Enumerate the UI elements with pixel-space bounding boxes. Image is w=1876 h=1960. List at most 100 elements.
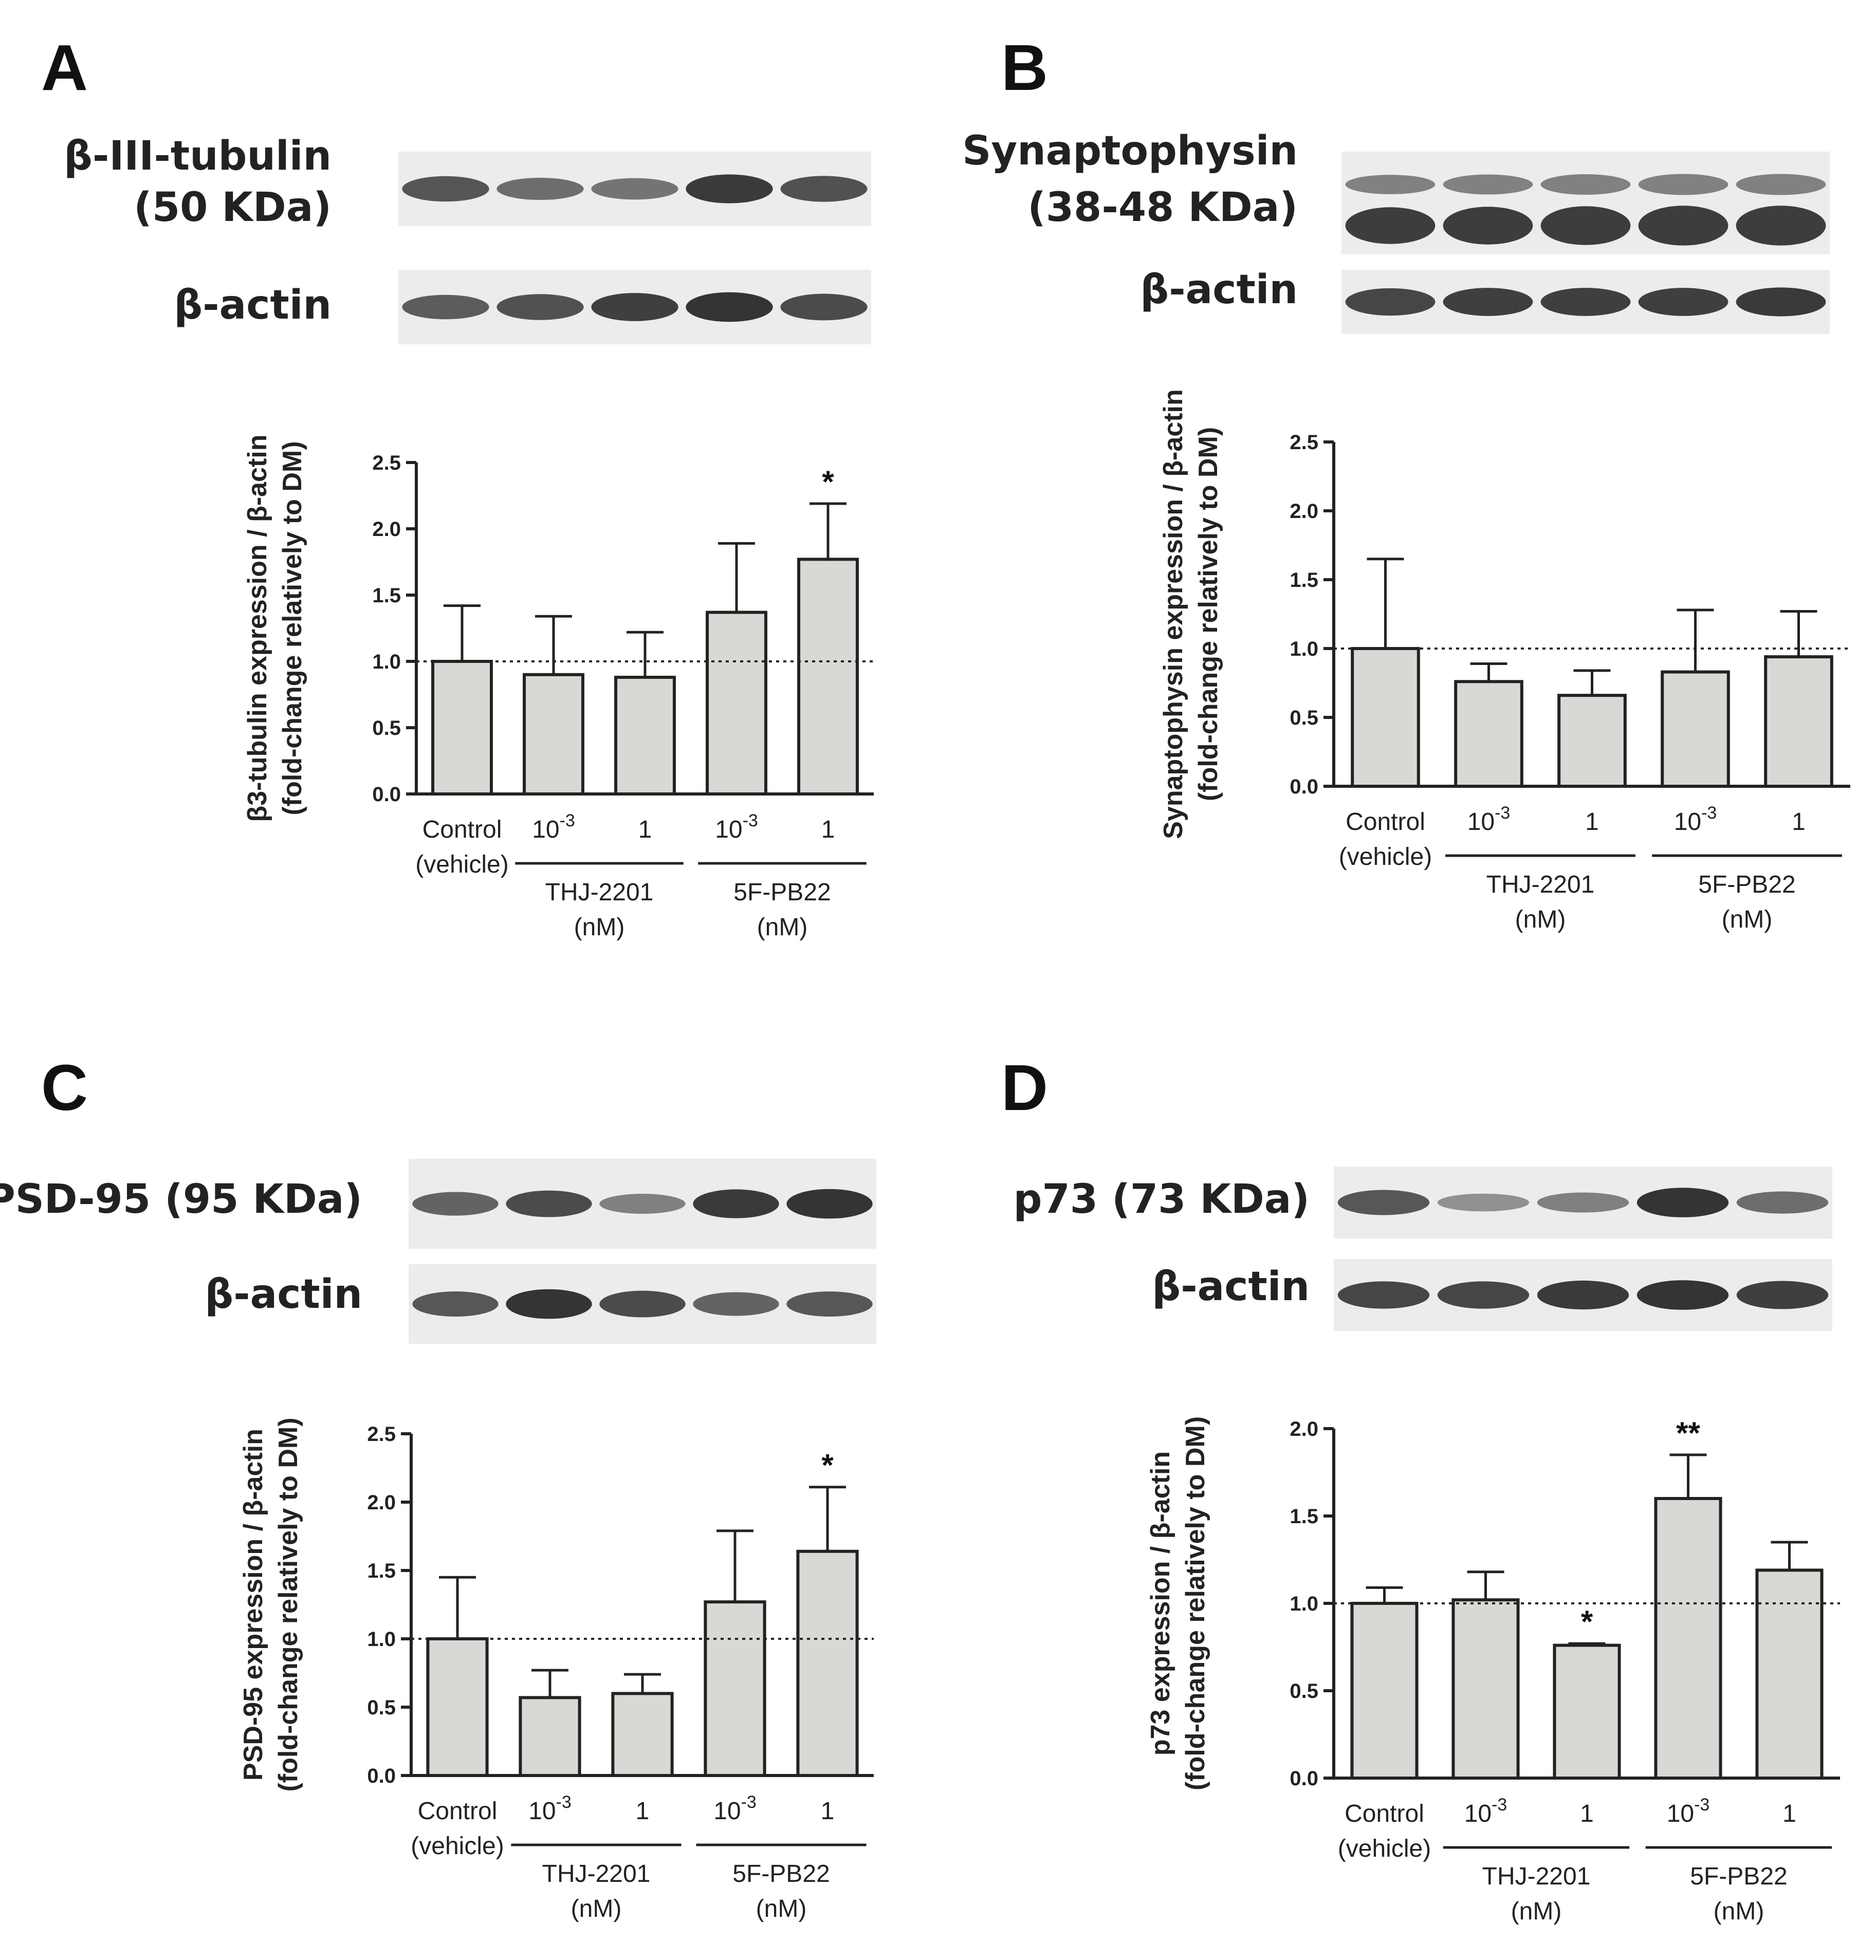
blot-target-label: p73 (73 KDa) (1014, 1176, 1310, 1223)
target-blot-band (1537, 1192, 1629, 1213)
panel-b: B Synaptophysin (38-48 KDa) β-actin 0.0 0.5 1.… (962, 31, 1850, 933)
significance-marker: * (821, 1448, 834, 1483)
category-label: Control (1345, 1800, 1424, 1827)
actin-blot-band (1638, 288, 1728, 316)
y-axis-label: PSD-95 expression / β-actin (fold-change … (238, 1417, 303, 1791)
y-tick-label: 0.0 (1290, 775, 1318, 798)
actin-blot-band (1337, 1281, 1430, 1309)
group-unit: (nM) (1714, 1898, 1764, 1925)
category-label: 10-3 (528, 1792, 572, 1825)
blot-loading-label: β-actin (205, 1271, 362, 1318)
category-label: 10-3 (1674, 803, 1717, 836)
y-tick-label: 2.0 (1290, 500, 1318, 523)
category-label: 10-3 (713, 1792, 757, 1825)
actin-blot-band (780, 293, 868, 321)
y-axis-label-line1: PSD-95 expression / β-actin (238, 1429, 268, 1781)
bar (426, 1637, 489, 1777)
category-label: Control (1346, 808, 1425, 836)
bar (704, 1600, 766, 1777)
target-blot-band (599, 1194, 686, 1214)
group-label: 5F-PB22 (1698, 871, 1795, 898)
category-label: (vehicle) (415, 851, 508, 878)
group-unit: (nM) (1515, 906, 1566, 933)
y-tick-label: 1.0 (367, 1628, 396, 1651)
y-tick-label: 0.5 (1290, 707, 1318, 729)
y-axis-label-line1: p73 expression / β-actin (1146, 1451, 1175, 1755)
bar (1454, 680, 1523, 788)
y-tick-label: 0.5 (1290, 1680, 1318, 1703)
y-axis-label-line1: β3-tubulin expression / β-actin (243, 434, 272, 822)
bar (1451, 1598, 1520, 1780)
y-axis-label: Synaptophysin expression / β-actin (fold-… (1158, 389, 1223, 839)
y-tick-label: 0.5 (367, 1696, 396, 1719)
group-unit: (nM) (571, 1895, 622, 1922)
target-blot-band (1345, 207, 1436, 244)
group-label: 5F-PB22 (733, 879, 831, 906)
actin-blot-band (786, 1291, 873, 1317)
target-blot-band (693, 1189, 779, 1218)
bar (611, 1692, 674, 1777)
target-blot-band (1337, 1190, 1430, 1215)
actin-blot-band (412, 1291, 499, 1317)
target-blot-band (506, 1190, 592, 1217)
group-unit: (nM) (757, 914, 808, 941)
y-tick-label: 2.5 (372, 452, 401, 474)
y-axis-label: β3-tubulin expression / β-actin (fold-cha… (243, 434, 307, 822)
y-tick-label: 2.0 (1290, 1418, 1318, 1440)
y-tick-label: 1.5 (1290, 1505, 1318, 1528)
category-label: 1 (638, 816, 652, 843)
category-label: 1 (636, 1798, 650, 1825)
bar (796, 1549, 859, 1777)
group-unit: (nM) (1511, 1898, 1562, 1925)
target-blot-band (1638, 174, 1728, 195)
actin-blot-band (1537, 1280, 1629, 1310)
y-tick-label: 1.5 (367, 1560, 396, 1582)
bar (1661, 670, 1730, 788)
y-tick-label: 0.0 (367, 1765, 396, 1787)
target-blot-band (1437, 1193, 1530, 1212)
significance-marker: * (822, 465, 834, 499)
blot-target-label: β-III-tubulin (64, 133, 332, 179)
category-label: 10-3 (715, 811, 758, 843)
y-tick-label: 2.5 (1290, 431, 1318, 454)
significance-marker: ** (1676, 1416, 1700, 1450)
target-blot-band (1638, 206, 1728, 246)
blot-loading-label: β-actin (1140, 267, 1298, 313)
group-label: THJ-2201 (545, 879, 654, 906)
group-label: 5F-PB22 (1690, 1863, 1787, 1890)
target-blot-band (1736, 1191, 1829, 1214)
y-tick-label: 1.5 (372, 584, 401, 607)
bar (1553, 1643, 1621, 1780)
target-blot-band (496, 177, 584, 200)
category-label: 1 (821, 1798, 835, 1825)
y-tick-label: 1.0 (1290, 638, 1318, 660)
actin-blot-band (591, 293, 678, 321)
category-label: 10-3 (1467, 803, 1511, 836)
actin-blot-band (1540, 288, 1631, 316)
panel-c: C PSD-95 (95 KDa) β-actin 0.0 0.5 1.0 1.5 2.0 2.… (0, 1051, 876, 1922)
group-label: THJ-2201 (542, 1860, 651, 1888)
target-blot-band (412, 1192, 499, 1216)
bar-chart: 0.0 0.5 1.0 1.5 2.0 2.5 β3-tubulin expression … (243, 434, 874, 941)
target-blot-band (1540, 206, 1631, 245)
blot-loading-label: β-actin (174, 282, 332, 328)
bar (523, 673, 584, 796)
category-label: 10-3 (532, 811, 575, 843)
y-axis-label-line2: (fold-change relatively to DM) (1181, 1416, 1210, 1790)
actin-blot-band (402, 294, 489, 320)
bar (706, 611, 767, 796)
bar (1350, 1602, 1419, 1780)
bar (1654, 1497, 1722, 1780)
panel-letter: C (41, 1051, 88, 1124)
group-unit: (nM) (756, 1895, 807, 1922)
target-blot-band (1345, 175, 1436, 194)
actin-blot-band (693, 1292, 779, 1316)
category-label: 10-3 (1667, 1795, 1710, 1827)
blot-loading-label: β-actin (1152, 1264, 1310, 1310)
category-label: (vehicle) (1338, 1835, 1431, 1862)
y-tick-label: 2.0 (367, 1491, 396, 1514)
actin-blot-band (1736, 287, 1826, 317)
